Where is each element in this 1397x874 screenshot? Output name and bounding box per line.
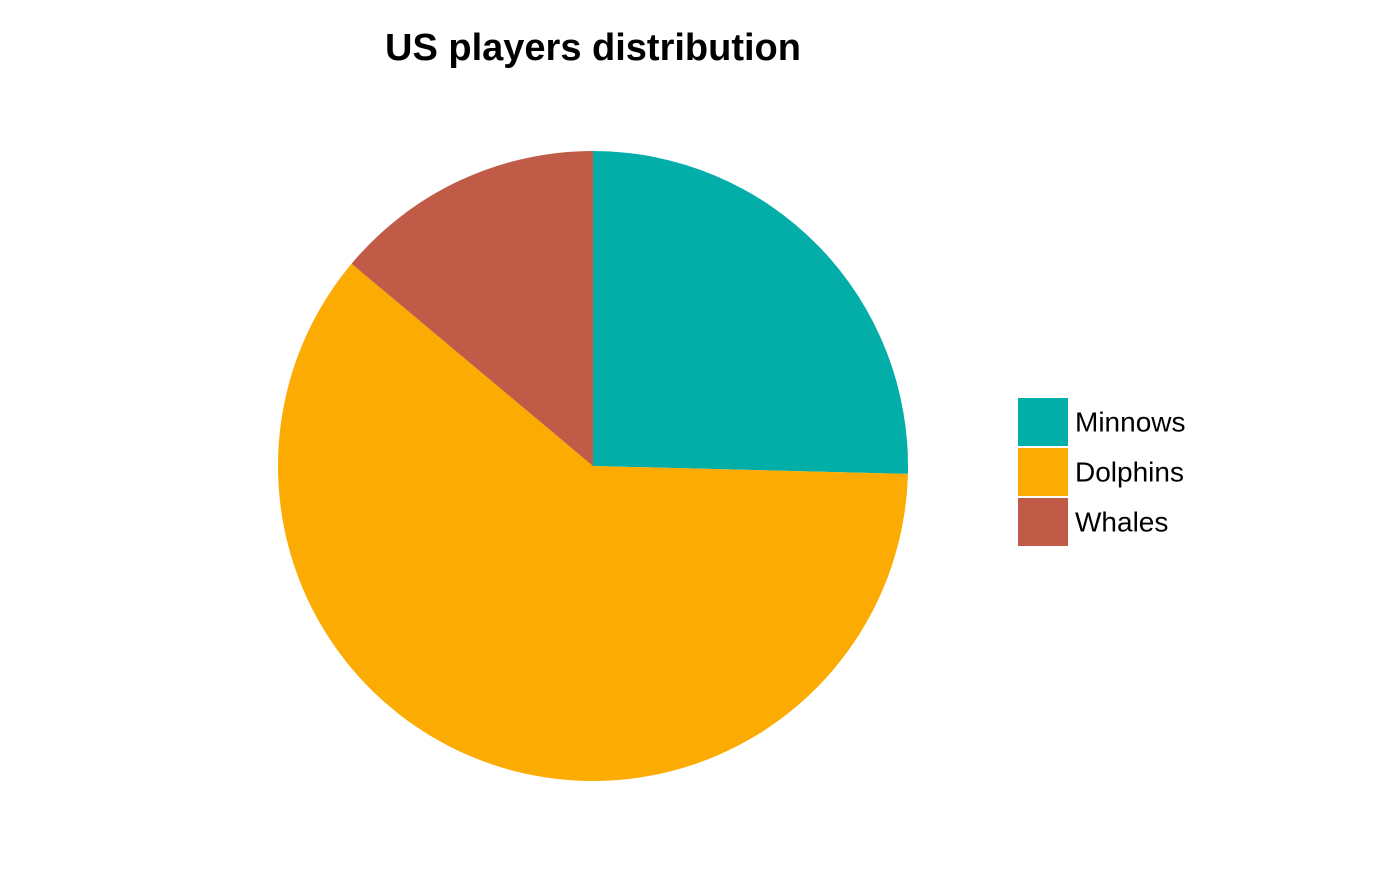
pie-slice bbox=[351, 151, 593, 466]
legend-label: Dolphins bbox=[1075, 456, 1184, 487]
legend-swatch bbox=[1018, 398, 1068, 446]
legend-label: Minnows bbox=[1075, 406, 1185, 437]
pie-slice bbox=[277, 263, 908, 782]
legend-swatch bbox=[1018, 498, 1068, 546]
legend-label: Whales bbox=[1075, 506, 1168, 537]
legend-swatch bbox=[1018, 448, 1068, 496]
pie-slice bbox=[593, 151, 908, 474]
chart-title: US players distribution bbox=[385, 27, 801, 69]
